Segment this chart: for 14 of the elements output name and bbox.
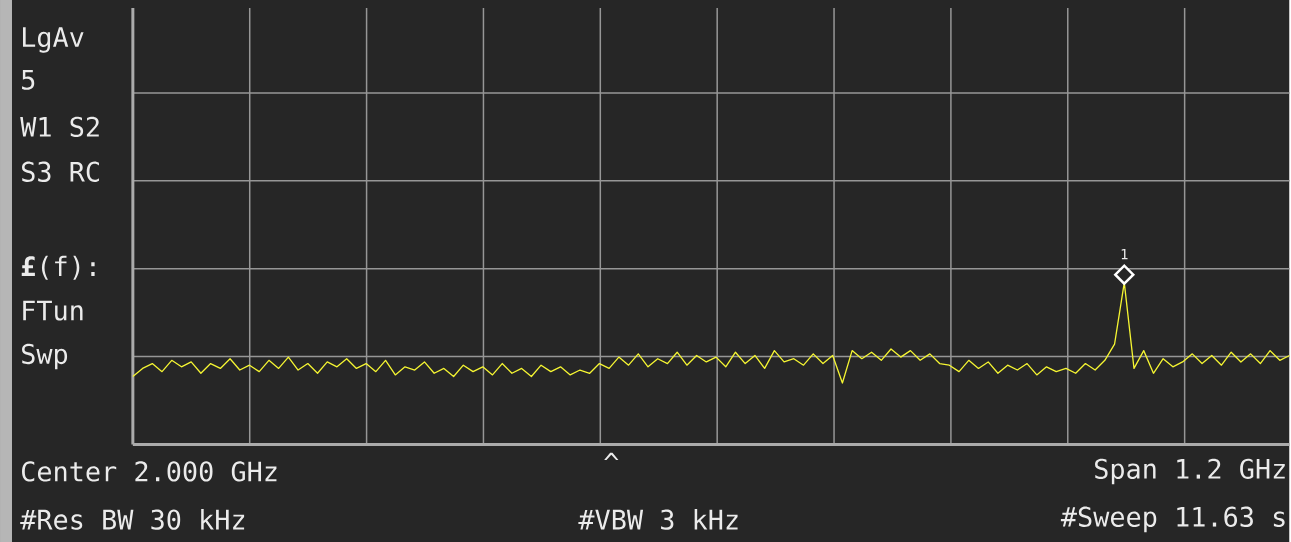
text: #Sweep 11.63 s [1060, 506, 1285, 532]
text: ^ [604, 452, 619, 460]
text: Span 1.2 GHz [1095, 458, 1285, 485]
text: £(f): [21, 255, 95, 280]
text: W1 S2 [20, 116, 99, 137]
text: FTun [23, 300, 83, 321]
annotation: 1 [1121, 248, 1128, 259]
text: #Res BW 30 kHz [20, 508, 245, 530]
text: #VBW 3 kHz [578, 508, 738, 530]
text: LgAv [23, 27, 84, 53]
text: S3 RC [22, 161, 99, 182]
text: Swp [22, 343, 68, 370]
text: Center 2.000 GHz [22, 461, 277, 482]
text: 5 [22, 69, 35, 90]
